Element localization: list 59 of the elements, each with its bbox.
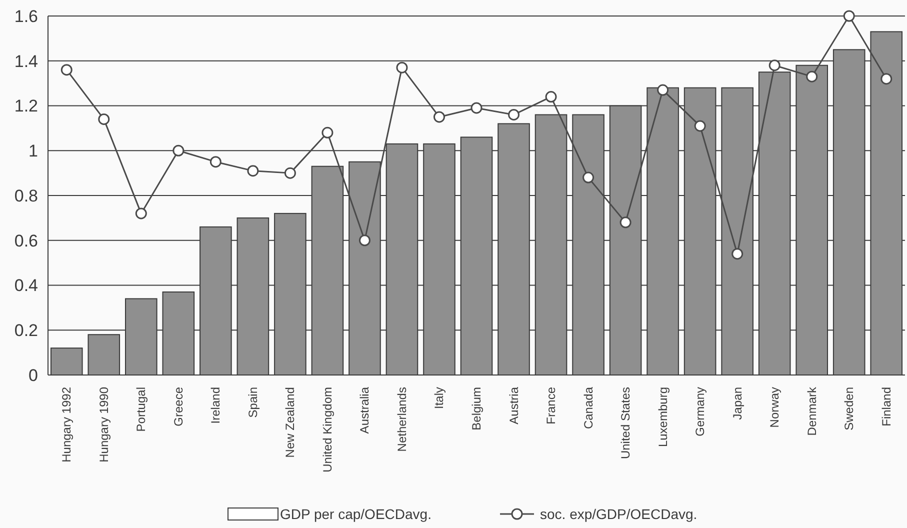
point: [806, 70, 818, 82]
x-tick-label: Italy: [432, 387, 446, 410]
point: [843, 10, 855, 22]
point: [322, 126, 334, 138]
x-tick-label: United Kingdom: [320, 387, 334, 472]
point: [545, 91, 557, 103]
point: [433, 111, 445, 123]
legend-label: soc. exp/GDP/OECDavg.: [540, 506, 698, 522]
x-tick-label: Spain: [246, 387, 260, 418]
bar: [50, 348, 83, 376]
point: [582, 172, 594, 184]
point: [135, 208, 147, 220]
y-tick-label: 1.4: [14, 52, 38, 71]
x-tick-label: Sweden: [842, 387, 856, 430]
point: [172, 144, 184, 156]
y-tick-label: 1.6: [14, 6, 38, 26]
x-tick-label: Hungary 1990: [96, 386, 111, 462]
point: [880, 73, 892, 85]
x-tick-label: New Zealand: [283, 387, 298, 458]
point: [247, 165, 259, 177]
point: [60, 64, 72, 76]
legend-label: GDP per cap/OECDavg.: [280, 506, 432, 522]
x-tick-label: Australia: [358, 386, 372, 434]
x-tick-label: United States: [618, 387, 633, 460]
x-tick-label: Denmark: [804, 386, 819, 436]
x-tick-label: Austria: [506, 386, 521, 424]
x-tick-label: Germany: [693, 387, 708, 436]
x-tick-label: Finland: [879, 387, 894, 426]
point: [470, 102, 482, 114]
point: [98, 113, 110, 125]
point: [284, 167, 296, 179]
x-tick-label: Portugal: [134, 387, 148, 432]
y-tick-label: 1: [28, 142, 38, 161]
x-tick-label: Belgium: [470, 387, 484, 430]
x-tick-label: Canada: [581, 386, 596, 430]
point: [657, 84, 669, 96]
x-tick-label: Japan: [730, 387, 744, 420]
point: [732, 248, 744, 260]
x-tick-label: Greece: [171, 386, 186, 426]
point: [768, 60, 780, 72]
point: [508, 108, 520, 120]
x-tick-label: Hungary 1992: [60, 386, 74, 462]
point: [694, 120, 706, 132]
x-tick-label: Ireland: [208, 387, 223, 424]
x-tick-label: France: [544, 386, 558, 424]
x-tick-label: Luxemburg: [656, 387, 670, 448]
point: [210, 156, 222, 168]
point: [358, 234, 370, 246]
y-tick-label: 0: [28, 366, 38, 385]
point: [396, 62, 408, 74]
x-tick-label: Norway: [768, 387, 782, 428]
y-tick-label: 0.6: [14, 231, 38, 250]
y-tick-label: 0.4: [14, 276, 38, 296]
bar: [88, 334, 120, 376]
y-tick-label: 0.8: [14, 186, 38, 206]
x-tick-label: Netherlands: [394, 387, 409, 452]
y-tick-label: 0.2: [14, 321, 38, 340]
point: [620, 216, 632, 228]
y-tick-label: 1.2: [14, 96, 38, 116]
